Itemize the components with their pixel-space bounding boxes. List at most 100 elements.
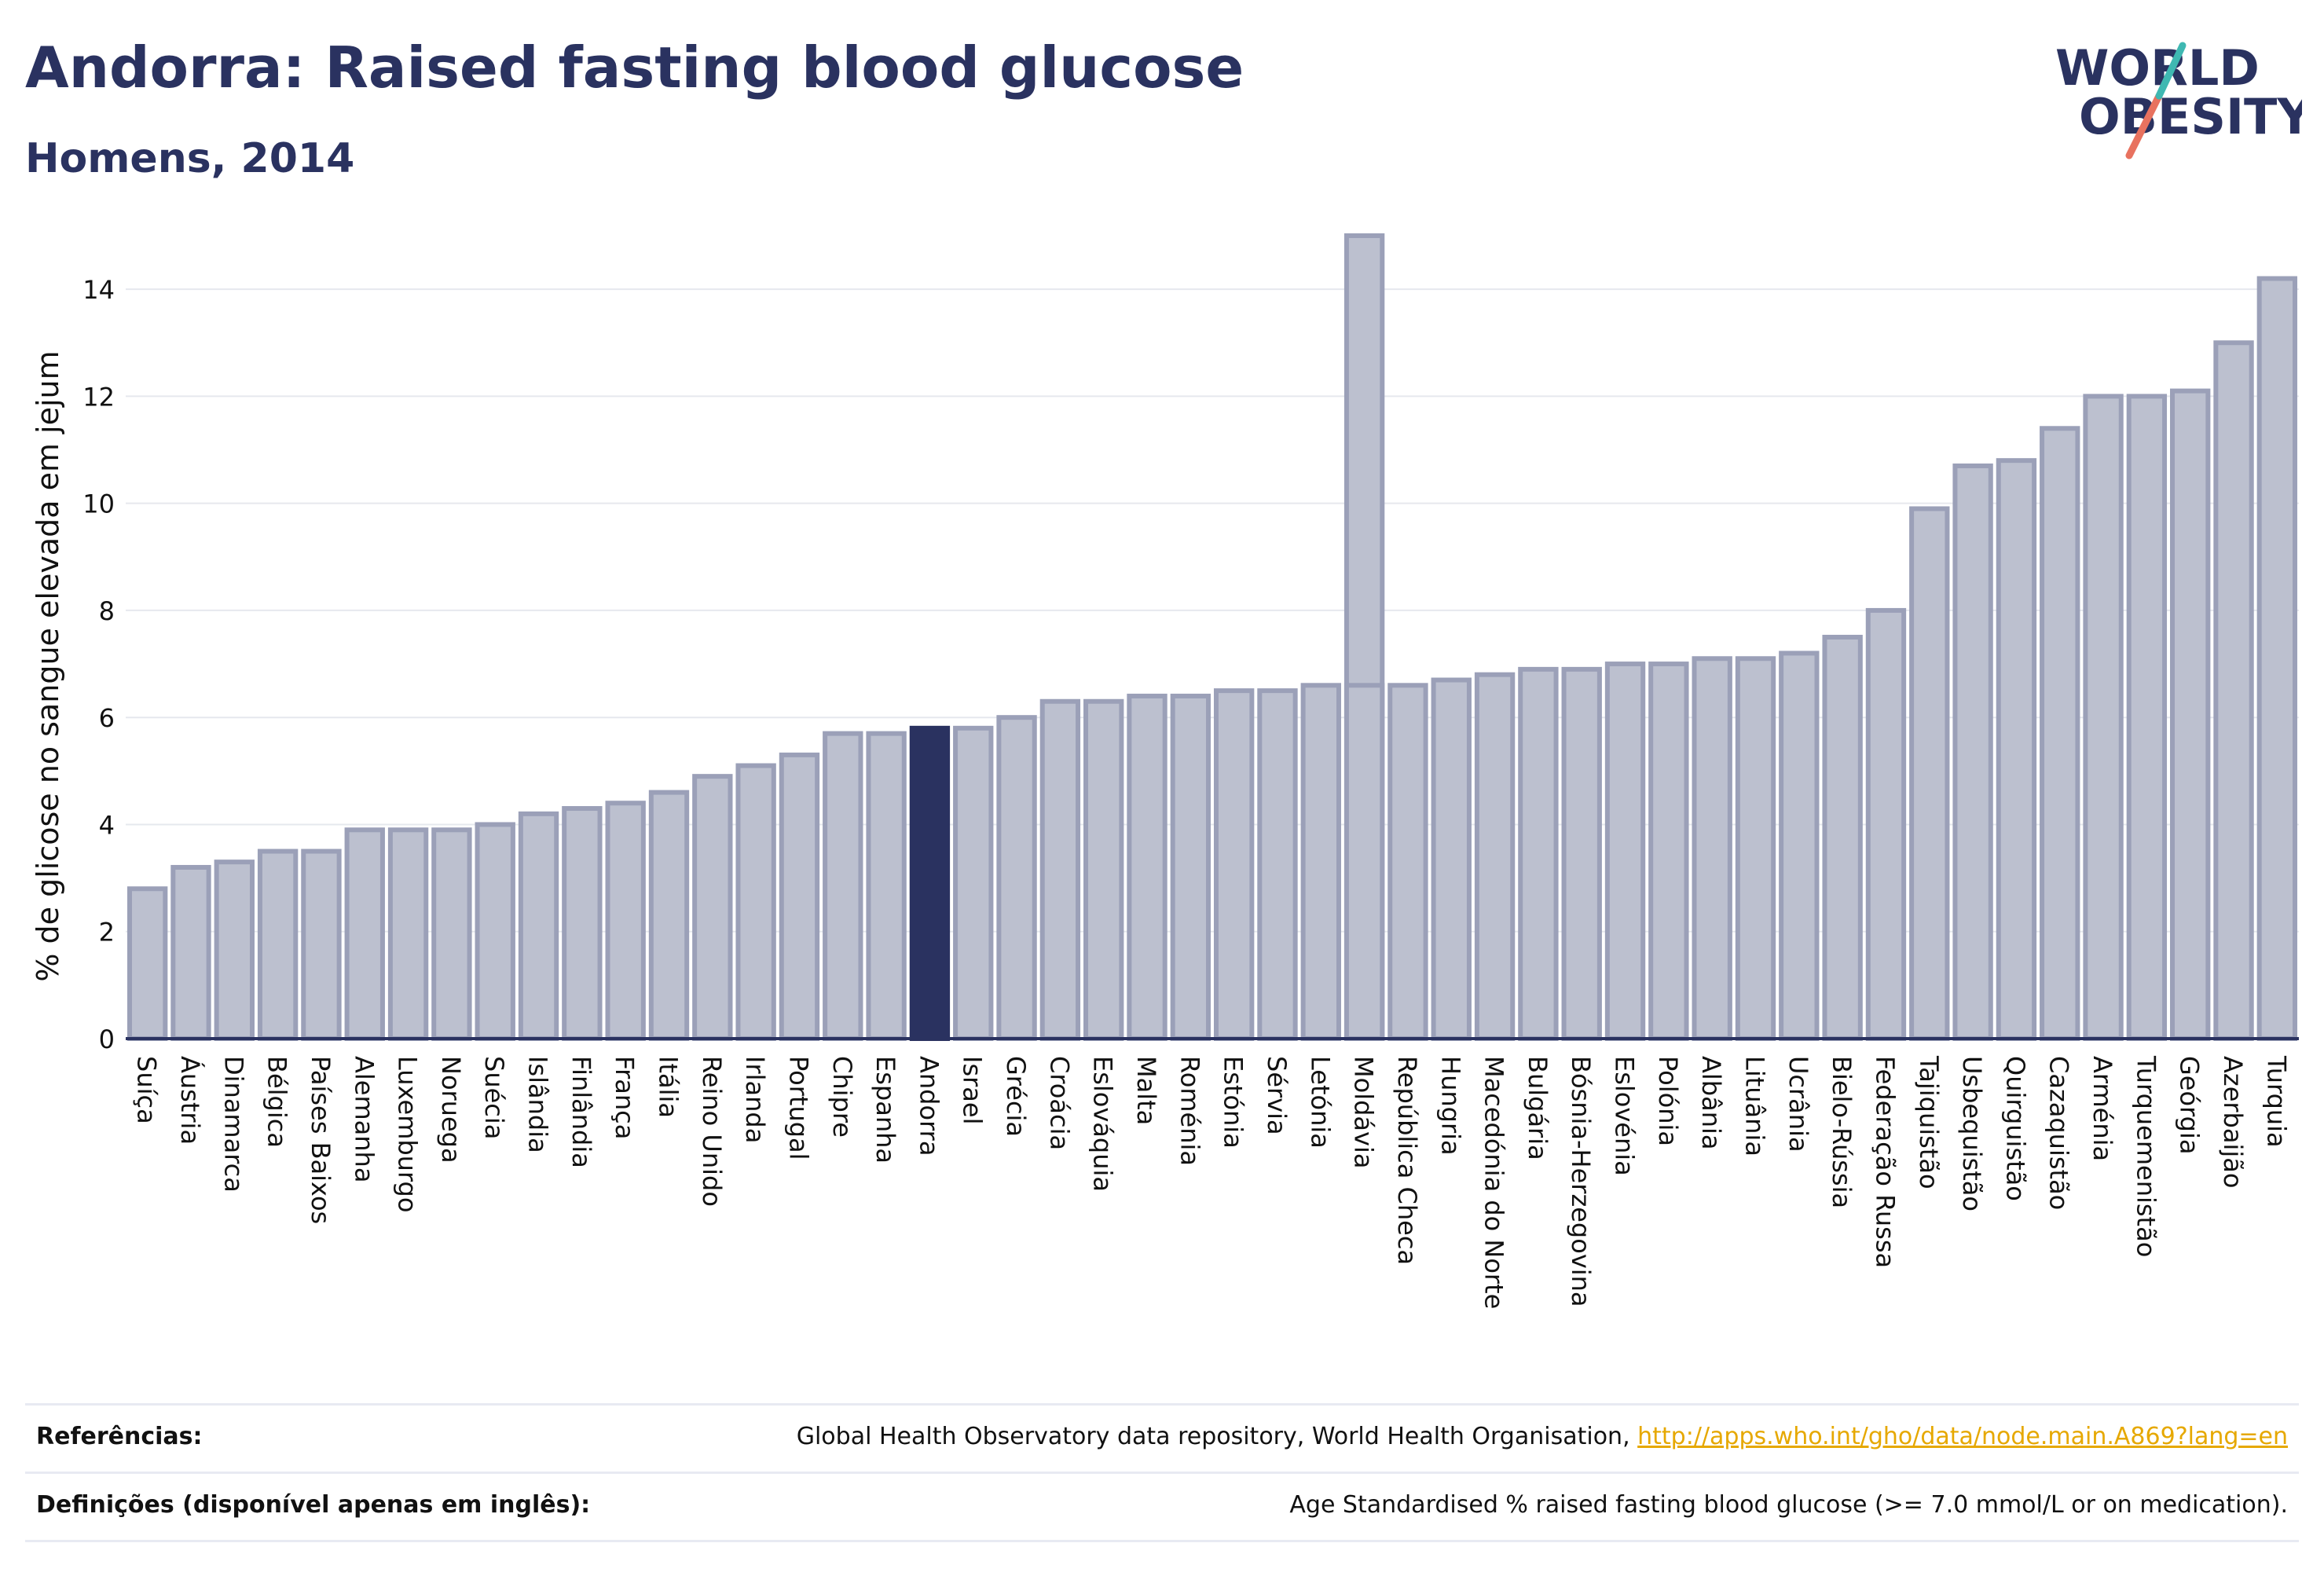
- y-tick-label: 4: [99, 810, 115, 840]
- y-tick-label: 10: [82, 489, 115, 519]
- bar-Reino Unido: [692, 774, 733, 1041]
- definitions-label: Definições (disponível apenas em inglês)…: [36, 1491, 591, 1519]
- bar-Turquia: [2256, 276, 2298, 1041]
- bar-Finlândia: [562, 806, 603, 1041]
- bar-Noruega: [431, 827, 472, 1042]
- bar-Bielo-Rússia: [1822, 635, 1863, 1041]
- references-value: Global Health Observatory data repositor…: [797, 1423, 2288, 1450]
- x-tick-label: Croácia: [1044, 1056, 1074, 1150]
- bar-Polónia: [1648, 662, 1689, 1041]
- x-tick-label: Cazaquistão: [2044, 1056, 2074, 1210]
- bar-Croácia: [1039, 698, 1081, 1041]
- y-tick-label: 6: [99, 703, 115, 733]
- x-tick-label: Letónia: [1305, 1056, 1335, 1149]
- y-axis-ticks: 0 2 4 6 8 10 12 14: [82, 275, 115, 1054]
- bar-Hungria: [1431, 677, 1472, 1041]
- x-tick-label: Eslováquia: [1088, 1056, 1118, 1192]
- x-tick-label: Chipre: [827, 1056, 857, 1138]
- x-tick-label: Países Baixos: [306, 1056, 335, 1224]
- footer: Referências: Global Health Observatory d…: [25, 1403, 2299, 1542]
- x-tick-label: Federação Russa: [1870, 1056, 1900, 1268]
- y-tick-label: 0: [99, 1024, 115, 1054]
- bar-Lituânia: [1735, 656, 1776, 1042]
- world-obesity-logo: WORLD OBESITY: [2055, 39, 2302, 159]
- bar-Países Baixos: [301, 848, 342, 1041]
- bar-Bósnia-Herzegovina: [1561, 666, 1602, 1041]
- x-tick-label: Azerbaijão: [2218, 1056, 2248, 1188]
- x-tick-label: Bélgica: [262, 1056, 292, 1148]
- bar-Federação Russa: [1865, 607, 1907, 1041]
- logo-line1: WORLD: [2055, 39, 2260, 97]
- x-tick-label: Lituânia: [1740, 1056, 1770, 1156]
- bar-Albânia: [1692, 656, 1732, 1042]
- bar-Eslováquia: [1083, 698, 1124, 1041]
- bar-Eslovénia: [1604, 662, 1646, 1041]
- bar-Israel: [953, 725, 994, 1041]
- x-tick-label: Itália: [654, 1056, 684, 1118]
- bar-Malta: [1127, 693, 1167, 1041]
- x-tick-label: Eslovénia: [1610, 1056, 1640, 1176]
- bar-Geórgia: [2170, 388, 2211, 1041]
- bar-Ucrânia: [1779, 651, 1820, 1041]
- bar-Usbequistão: [1952, 463, 1993, 1041]
- x-tick-label: Moldávia: [1349, 1056, 1379, 1168]
- bar-Andorra: [909, 725, 951, 1041]
- bar-Bulgária: [1518, 666, 1559, 1041]
- y-tick-label: 12: [82, 382, 115, 412]
- x-tick-label: Tajiquistão: [1914, 1055, 1944, 1189]
- bar-overlay-Moldávia: [1343, 683, 1385, 1041]
- x-tick-label: Turquia: [2261, 1055, 2291, 1148]
- x-tick-label: França: [610, 1056, 640, 1139]
- x-tick-label: Irlanda: [740, 1056, 770, 1143]
- x-tick-label: Noruega: [436, 1056, 466, 1164]
- x-tick-label: Turquemenistão: [2131, 1055, 2161, 1257]
- x-tick-label: Portugal: [783, 1056, 813, 1160]
- bar-Tajiquistão: [1909, 506, 1950, 1041]
- bar-Suíça: [126, 886, 168, 1042]
- x-tick-label: Finlândia: [566, 1056, 596, 1168]
- x-tick-label: Geórgia: [2175, 1056, 2205, 1154]
- x-tick-label: Malta: [1131, 1056, 1161, 1125]
- bar-Cazaquistão: [2040, 426, 2080, 1041]
- y-tick-label: 8: [99, 596, 115, 626]
- x-tick-label: Arménia: [2088, 1056, 2117, 1161]
- bar-Irlanda: [735, 763, 776, 1042]
- x-tick-label: Israel: [958, 1056, 988, 1124]
- bar-França: [605, 801, 646, 1041]
- x-tick-label: Reino Unido: [697, 1056, 727, 1207]
- bar-Letónia: [1300, 683, 1341, 1041]
- x-tick-label: Polónia: [1653, 1056, 1683, 1146]
- x-tick-label: Grécia: [1001, 1056, 1031, 1137]
- y-tick-label: 14: [82, 275, 115, 305]
- x-tick-label: Bósnia-Herzegovina: [1566, 1056, 1596, 1307]
- bar-Turquemenistão: [2126, 394, 2168, 1041]
- bar-Islândia: [518, 811, 559, 1041]
- bar-Alemanha: [344, 827, 385, 1042]
- bar-Sérvia: [1257, 688, 1298, 1042]
- bar-Macedónia do Norte: [1474, 672, 1516, 1042]
- x-tick-label: Bielo-Rússia: [1827, 1056, 1857, 1208]
- bar-chart: 0 2 4 6 8 10 12 14 Suíça Áustria Dinamarca Bélgica…: [31, 233, 2299, 1309]
- x-tick-label: Suécia: [479, 1056, 509, 1139]
- bar-Dinamarca: [214, 859, 255, 1042]
- x-tick-label: Hungria: [1435, 1056, 1465, 1156]
- logo-line2: OBESITY: [2079, 88, 2302, 145]
- x-tick-label: Islândia: [523, 1056, 553, 1153]
- x-tick-label: Roménia: [1175, 1056, 1204, 1166]
- x-tick-label: Dinamarca: [218, 1056, 248, 1193]
- x-tick-label: Espanha: [871, 1056, 900, 1164]
- references-label: Referências:: [36, 1423, 203, 1450]
- bar-Quirguistão: [1996, 458, 2037, 1041]
- bar-Estónia: [1213, 688, 1255, 1042]
- bar-Portugal: [779, 752, 820, 1041]
- x-tick-label: Usbequistão: [1957, 1056, 1987, 1211]
- bar-Bélgica: [257, 848, 299, 1041]
- page-title: Andorra: Raised fasting blood glucose: [25, 35, 1244, 101]
- references-row: Referências: Global Health Observatory d…: [25, 1403, 2299, 1472]
- bar-Luxemburgo: [387, 827, 429, 1042]
- page-subtitle: Homens, 2014: [25, 135, 355, 182]
- y-tick-label: 2: [99, 918, 115, 947]
- bar-Azerbaijão: [2213, 340, 2254, 1041]
- references-link[interactable]: http://apps.who.int/gho/data/node.main.A…: [1637, 1423, 2288, 1450]
- bars: [126, 233, 2298, 1042]
